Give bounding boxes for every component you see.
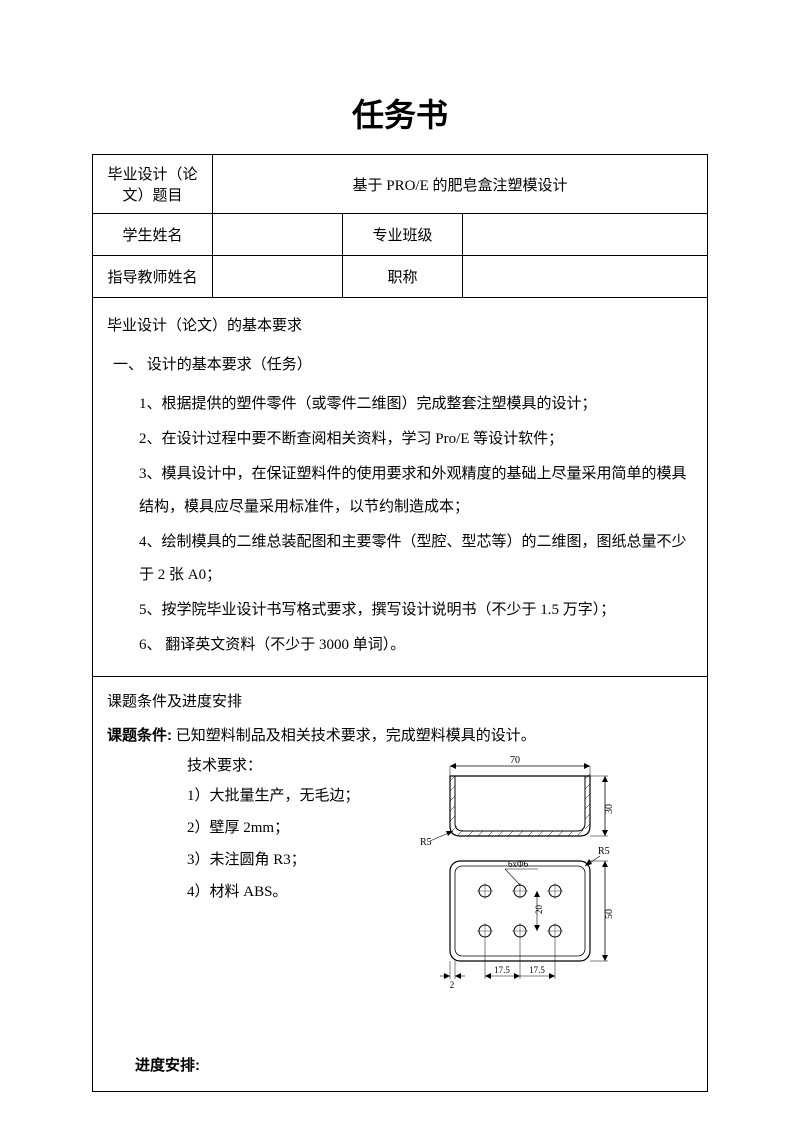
requirements-section-title: 毕业设计（论文）的基本要求 [107,310,693,343]
req-item: 2、在设计过程中要不断查阅相关资料，学习 Pro/E 等设计软件； [107,423,693,456]
task-table: 毕业设计（论文）题目 基于 PRO/E 的肥皂盒注塑模设计 学生姓名 专业班级 … [92,154,708,1092]
req-item: 3、模具设计中，在保证塑料件的使用要求和外观精度的基础上尽量采用简单的模具结构，… [107,458,693,524]
condition-label: 课题条件: [107,727,172,744]
title-position-value [463,256,708,298]
student-label: 学生姓名 [93,214,213,256]
schedule-label: 进度安排: [107,1051,693,1081]
technical-diagram: 70 [390,751,640,1001]
topic-label: 毕业设计（论文）题目 [93,155,213,214]
requirements-row: 毕业设计（论文）的基本要求 一、 设计的基本要求（任务） 1、根据提供的塑件零件… [93,298,708,677]
dim-height1: 30 [604,804,615,814]
dim-holes: 6xΦ6 [508,859,529,869]
topic-row: 毕业设计（论文）题目 基于 PRO/E 的肥皂盒注塑模设计 [93,155,708,214]
topic-value: 基于 PRO/E 的肥皂盒注塑模设计 [213,155,708,214]
dim-margin: 2 [449,980,454,990]
dim-spacing-v: 20 [534,905,544,915]
dim-width: 70 [510,755,520,766]
hatching [450,774,590,836]
tech-label: 技术要求： [187,751,360,781]
req-item: 5、按学院毕业设计书写格式要求，撰写设计说明书（不少于 1.5 万字）； [107,594,693,627]
bottom-view: 6xΦ6 20 50 [440,846,615,990]
document-title: 任务书 [92,90,708,136]
student-value [213,214,343,256]
dim-spacing1: 17.5 [494,965,510,975]
conditions-line: 课题条件: 已知塑料制品及相关技术要求，完成塑料模具的设计。 [107,721,693,751]
student-row: 学生姓名 专业班级 [93,214,708,256]
requirements-sub-title: 一、 设计的基本要求（任务） [107,349,693,382]
req-item: 1、根据提供的塑件零件（或零件二维图）完成整套注塑模具的设计； [107,388,693,421]
class-label: 专业班级 [343,214,463,256]
dim-r5-2: R5 [598,846,610,857]
tech-item: 1）大批量生产，无毛边； [187,781,360,811]
conditions-row: 课题条件及进度安排 课题条件: 已知塑料制品及相关技术要求，完成塑料模具的设计。… [93,677,708,1092]
dim-r5-1: R5 [420,837,432,848]
req-item: 4、绘制模具的二维总装配图和主要零件（型腔、型芯等）的二维图，图纸总量不少于 2… [107,526,693,592]
teacher-value [213,256,343,298]
tech-item: 3）未注圆角 R3； [187,845,360,875]
teacher-label: 指导教师姓名 [93,256,213,298]
dim-height2: 50 [604,909,615,919]
class-value [463,214,708,256]
title-position-label: 职称 [343,256,463,298]
tech-text: 技术要求： 1）大批量生产，无毛边； 2）壁厚 2mm； 3）未注圆角 R3； … [107,751,360,909]
dim-spacing2: 17.5 [529,965,545,975]
tech-item: 4）材料 ABS。 [187,877,360,907]
condition-text: 已知塑料制品及相关技术要求，完成塑料模具的设计。 [176,728,536,744]
top-view: 70 [420,755,615,848]
teacher-row: 指导教师姓名 职称 [93,256,708,298]
conditions-section-title: 课题条件及进度安排 [107,687,693,717]
req-item: 6、 翻译英文资料（不少于 3000 单词）。 [107,629,693,662]
conditions-cell: 课题条件及进度安排 课题条件: 已知塑料制品及相关技术要求，完成塑料模具的设计。… [93,677,708,1092]
tech-item: 2）壁厚 2mm； [187,813,360,843]
requirements-cell: 毕业设计（论文）的基本要求 一、 设计的基本要求（任务） 1、根据提供的塑件零件… [93,298,708,677]
tech-section: 技术要求： 1）大批量生产，无毛边； 2）壁厚 2mm； 3）未注圆角 R3； … [107,751,693,1001]
diagram-svg: 70 [390,751,640,1001]
